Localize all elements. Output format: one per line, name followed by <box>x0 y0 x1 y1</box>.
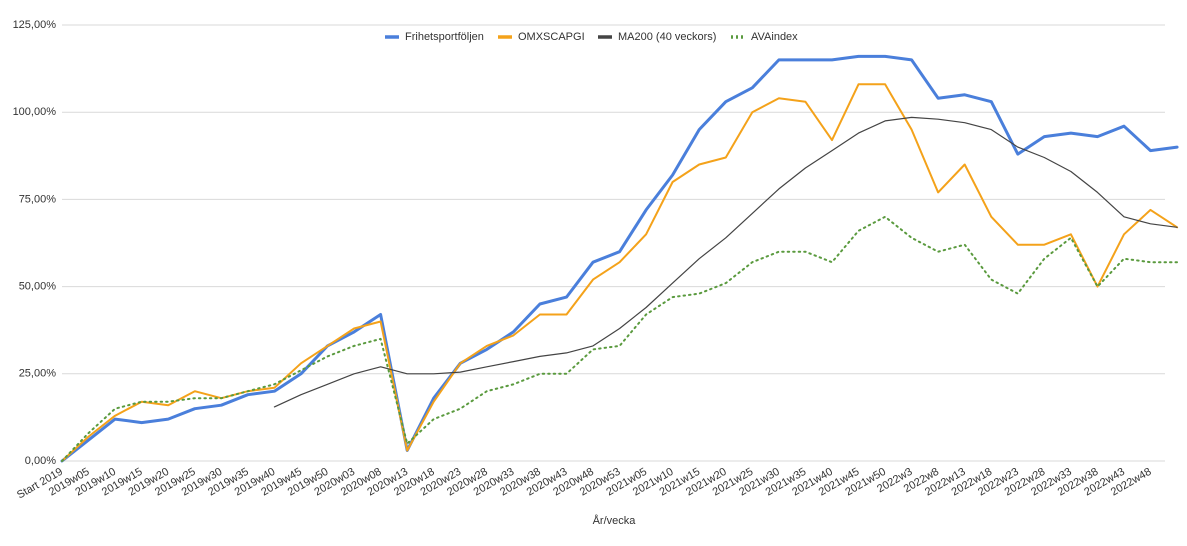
y-tick-label: 75,00% <box>19 193 57 205</box>
series-line <box>273 116 1178 408</box>
legend-label: AVAindex <box>751 31 798 43</box>
y-tick-label: 100,00% <box>13 106 57 118</box>
legend-label: OMXSCAPGI <box>518 31 585 43</box>
x-axis-label: År/vecka <box>593 514 637 527</box>
legend-label: MA200 (40 veckors) <box>618 31 716 43</box>
y-tick-label: 125,00% <box>13 19 57 31</box>
legend-label: Frihetsportföljen <box>405 31 484 43</box>
y-tick-label: 0,00% <box>25 455 56 467</box>
series-line <box>61 215 1179 462</box>
y-tick-label: 50,00% <box>19 281 57 293</box>
series-line <box>60 54 1179 463</box>
y-tick-label: 25,00% <box>19 368 57 380</box>
